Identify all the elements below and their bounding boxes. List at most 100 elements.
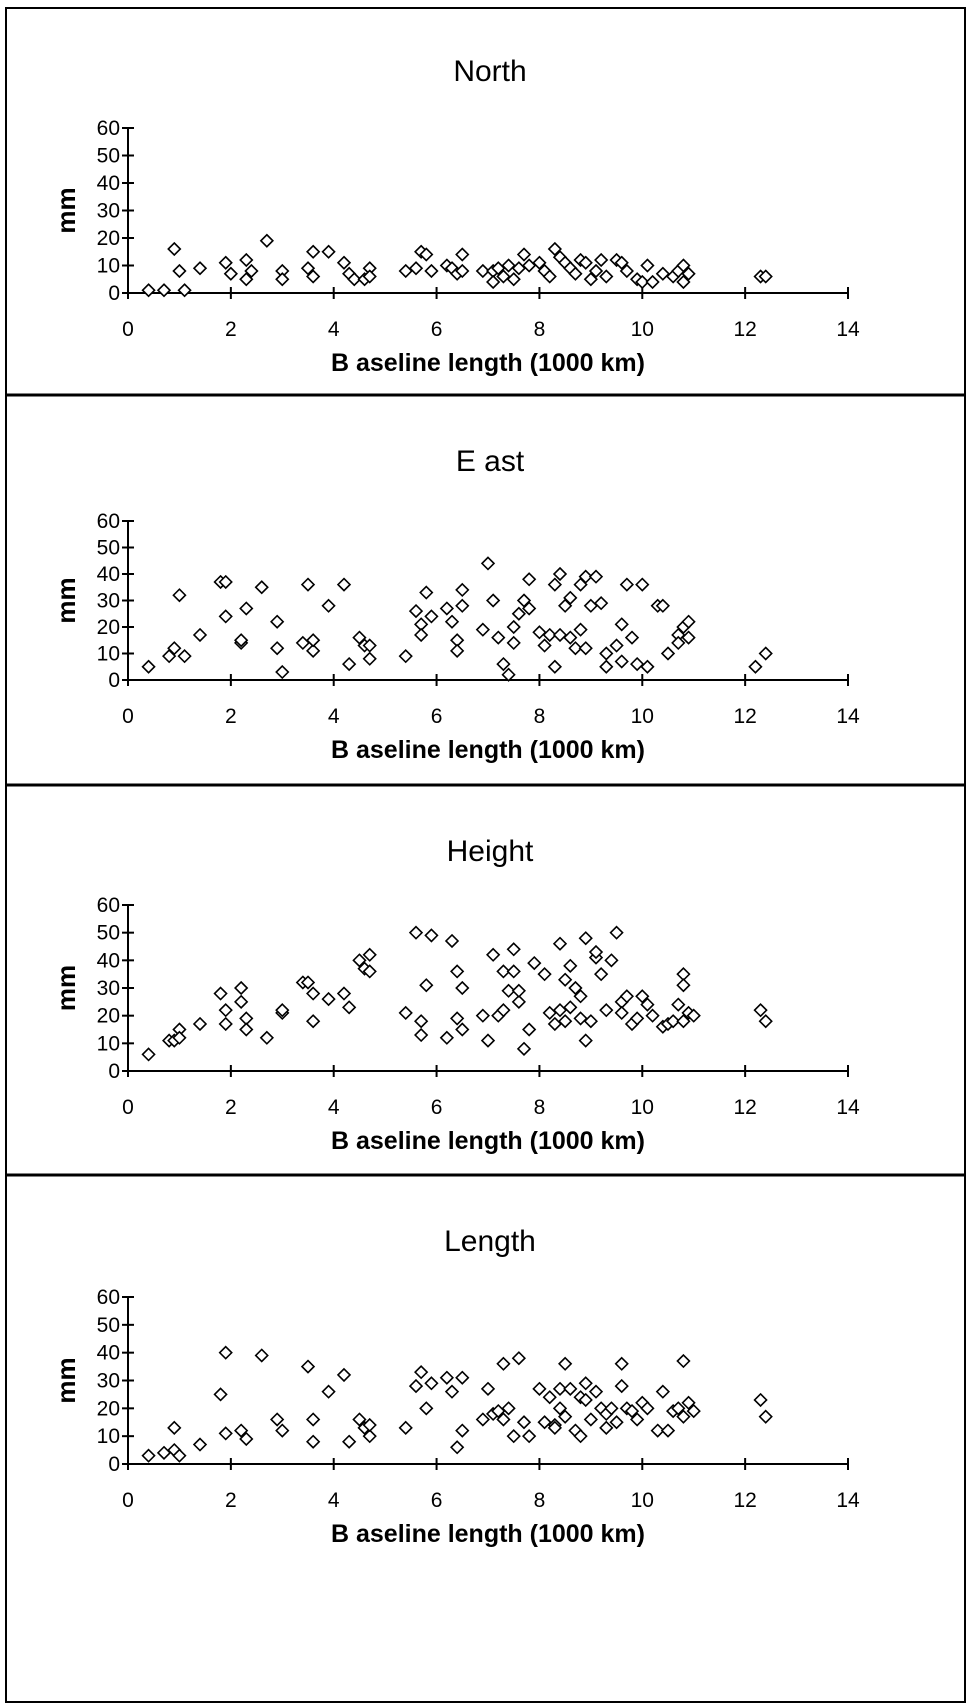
chart-panel-height: Height 0 10 20 30 40 50 60 0 2 4 6 8 10 12 14 mm B aselin… [51, 835, 860, 1155]
y-tick-label: 60 [97, 894, 120, 917]
data-point [676, 1014, 691, 1029]
data-point [300, 261, 316, 276]
data-point [408, 925, 424, 940]
data-point [630, 656, 645, 672]
data-point [578, 255, 593, 270]
data-point [552, 1381, 568, 1396]
data-point [398, 649, 413, 664]
data-point [676, 274, 691, 290]
data-point [501, 258, 516, 273]
data-point [218, 609, 233, 624]
y-tick-label: 20 [97, 616, 120, 639]
data-point [671, 1401, 686, 1416]
x-tick-label: 6 [431, 1489, 443, 1512]
data-point [156, 283, 172, 298]
data-point [501, 667, 516, 682]
data-point [156, 1445, 172, 1460]
data-point [234, 1423, 249, 1438]
data-point [635, 577, 650, 592]
data-point [635, 989, 650, 1004]
data-point [444, 1384, 460, 1399]
data-point [496, 269, 511, 284]
data-point [424, 928, 439, 943]
data-point [306, 244, 321, 259]
data-point [676, 1409, 691, 1424]
data-point [753, 1003, 768, 1018]
data-point [563, 958, 578, 973]
data-point [552, 936, 568, 951]
data-point [547, 241, 562, 257]
data-point [522, 1429, 537, 1444]
data-point [306, 269, 321, 284]
data-point [254, 1348, 269, 1363]
data-point [552, 566, 568, 582]
data-point [270, 614, 285, 629]
data-point [624, 1403, 640, 1419]
y-tick-label: 60 [97, 510, 120, 533]
data-point [758, 646, 773, 661]
data-point [650, 1423, 665, 1438]
data-point [239, 252, 254, 268]
data-point [455, 598, 470, 613]
data-point [362, 1429, 377, 1444]
data-point [275, 664, 290, 680]
data-point [295, 635, 310, 651]
data-point [306, 986, 321, 1001]
data-point [259, 233, 274, 248]
data-point [578, 1392, 593, 1408]
x-tick-label: 8 [534, 1489, 546, 1512]
data-point [573, 622, 588, 637]
data-point [213, 1387, 228, 1402]
data-point [655, 1384, 670, 1399]
data-point [486, 947, 501, 962]
data-point [542, 269, 557, 284]
data-point [588, 944, 604, 960]
data-point [408, 1378, 424, 1394]
y-tick-label: 60 [97, 117, 120, 140]
data-point [480, 556, 496, 571]
data-point [192, 627, 208, 643]
data-point [321, 244, 336, 259]
data-point [450, 1440, 465, 1455]
data-point [748, 659, 763, 674]
data-point [522, 1022, 537, 1037]
x-tick-label: 2 [225, 1489, 237, 1512]
data-point [506, 619, 521, 635]
data-point [141, 1448, 156, 1463]
y-tick-label: 50 [97, 922, 120, 945]
data-point [352, 953, 367, 968]
data-point [218, 1016, 233, 1032]
data-point [537, 967, 552, 982]
data-point [300, 975, 316, 990]
data-point [439, 1030, 454, 1045]
data-point [455, 263, 470, 279]
data-point [300, 1359, 316, 1374]
data-point [321, 991, 336, 1007]
data-point [563, 590, 578, 605]
data-point [599, 269, 614, 284]
data-point [532, 625, 547, 640]
data-point [542, 1390, 557, 1405]
data-point [218, 574, 233, 590]
data-point [244, 263, 259, 279]
x-tick-label: 2 [225, 1096, 237, 1119]
data-point [491, 630, 506, 645]
data-point [424, 263, 439, 279]
data-point [419, 1401, 434, 1416]
x-tick-label: 12 [733, 1096, 756, 1119]
data-point [234, 980, 249, 996]
data-point [306, 633, 321, 648]
y-tick-label: 40 [97, 563, 120, 586]
data-point [630, 1011, 645, 1026]
data-point [619, 989, 634, 1004]
data-point [758, 269, 773, 284]
data-point [177, 649, 192, 664]
data-point [475, 1008, 490, 1023]
data-point [239, 601, 254, 616]
data-point [558, 972, 573, 987]
x-tick-label: 4 [328, 1096, 340, 1119]
data-point [753, 1392, 768, 1408]
data-point [516, 1041, 532, 1056]
data-point [419, 247, 434, 262]
